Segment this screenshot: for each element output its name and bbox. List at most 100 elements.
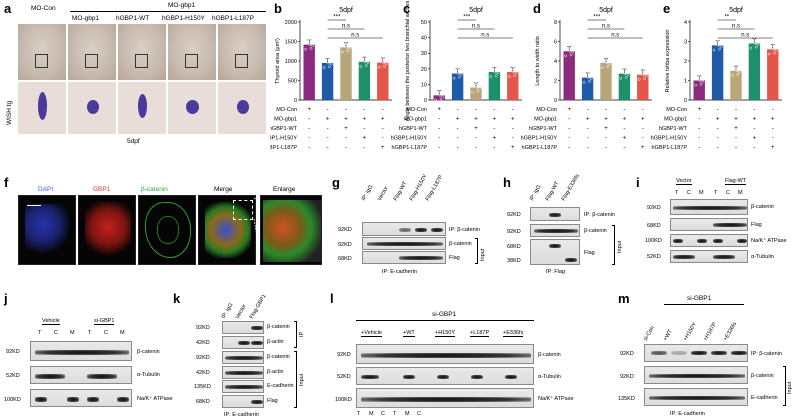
m-input-bracket [783, 366, 786, 406]
chart-point [328, 58, 332, 62]
chart-point [514, 67, 517, 71]
j-lane: T [88, 330, 92, 336]
chart-condition-sign: - [753, 126, 755, 132]
chart-point [365, 57, 369, 61]
chart-condition-sign: - [717, 136, 719, 142]
chart-condition-sign: - [457, 107, 459, 113]
chart-condition-sign: - [642, 107, 644, 113]
chart-condition-sign: - [382, 126, 384, 132]
chart-condition-sign: + [623, 117, 627, 123]
chart-point [478, 87, 481, 90]
chart-bar [767, 49, 779, 100]
chart-point [771, 44, 775, 47]
k-lane-label: IP: IgG [220, 302, 235, 320]
band [713, 239, 723, 243]
band [671, 351, 687, 355]
chart-sig-label: ** [724, 15, 729, 21]
i-kd: 92KD [647, 205, 661, 211]
chart-condition-sign: + [753, 136, 757, 142]
bcatenin-signal [157, 216, 179, 244]
chart-point [712, 48, 716, 52]
chart-title: 5dpf [599, 7, 613, 14]
f-img-merge [198, 195, 256, 265]
panel-f-label: f [4, 175, 9, 190]
chart-bar [303, 44, 315, 100]
a-col-mo-con: MO-Con [31, 5, 56, 12]
h-lane-label: Flag-WT [544, 180, 561, 202]
chart-condition-sign: - [717, 107, 719, 113]
chart-sig-label: n.s [602, 24, 610, 30]
chart-point [586, 72, 589, 76]
chart-condition-sign: - [735, 145, 737, 151]
chart-point [363, 60, 367, 64]
chart-point [311, 44, 315, 47]
chart-tick-label: 1500 [285, 40, 297, 46]
k-kd: 92KD [196, 325, 210, 331]
m-footer: IP: E-cadherin [670, 411, 705, 417]
chart-point [440, 91, 444, 94]
chart-point [493, 70, 497, 74]
l-group: +H150Y [435, 330, 456, 337]
m-input-label-box: Input [787, 376, 795, 396]
chart-bar [488, 71, 501, 100]
chart-tick-label: 6 [554, 40, 557, 46]
chart-condition-sign: - [623, 145, 625, 151]
chart-point [457, 72, 460, 75]
gbp1-signal [85, 202, 131, 258]
a-img-gbp1-bottom [68, 82, 116, 134]
l-header: si-GBP1 [432, 311, 457, 318]
band [238, 341, 250, 345]
i-row-name: Flag [751, 222, 762, 228]
l-blot-bcatenin [356, 344, 534, 364]
k-lane-label: Vector [234, 303, 248, 320]
chart-point [327, 61, 330, 65]
chart-bar [433, 95, 445, 100]
h-lane-label: Flag-E336fs [560, 173, 581, 202]
j-group: si-GBP1 [94, 318, 115, 325]
k-kd: 68KD [196, 399, 210, 405]
f-img-enlarge [260, 195, 322, 265]
band [471, 375, 483, 379]
chart-point [719, 44, 723, 48]
chart-condition-sign: - [363, 145, 365, 151]
chart-condition-sign: + [697, 107, 701, 113]
chart-condition-sign: + [716, 117, 720, 123]
chart-point [767, 52, 771, 56]
chart-tick-label: 20 [421, 67, 427, 73]
a-col-mo-gbp1: MO-gbp1 [72, 15, 100, 22]
f-col-gbp1: GBP1 [93, 186, 111, 193]
chart-point [347, 43, 351, 46]
chart-point [471, 90, 474, 94]
chart-point [619, 77, 623, 80]
chart-point [608, 62, 611, 66]
chart-point [459, 73, 463, 76]
chart-point [607, 58, 611, 62]
f-col-bcatenin: β-catenin [141, 186, 168, 193]
chart-point [568, 49, 572, 53]
panel-e-label: e [663, 1, 671, 16]
chart-condition-label: hGBP1-L187P [522, 145, 558, 151]
chart-bar [358, 61, 371, 100]
chart-point [698, 79, 702, 82]
chart-point [437, 90, 441, 93]
panel-m-label: m [618, 291, 630, 306]
band [549, 213, 561, 217]
f-col-merge: Merge [214, 186, 233, 193]
chart-point [775, 48, 778, 52]
chart-condition-label: MO-gbp1 [274, 117, 297, 123]
chart-point [571, 50, 575, 54]
k-row-name: β-actin [267, 369, 284, 375]
chart-sig-label: *** [593, 15, 601, 21]
l-lane: M [369, 411, 374, 417]
chart-point [359, 65, 363, 68]
panel-l-label: l [330, 291, 334, 306]
chart-point [328, 65, 331, 69]
band [251, 341, 263, 345]
chart-tick-label: 0 [554, 98, 557, 104]
chart-bar [340, 47, 352, 100]
chart-ylabel: Relative tshba expression [665, 30, 671, 93]
chart-point [773, 51, 776, 55]
chart-point [605, 61, 609, 65]
chart-sig-label: n.s [481, 33, 489, 39]
chart-point [308, 43, 312, 46]
